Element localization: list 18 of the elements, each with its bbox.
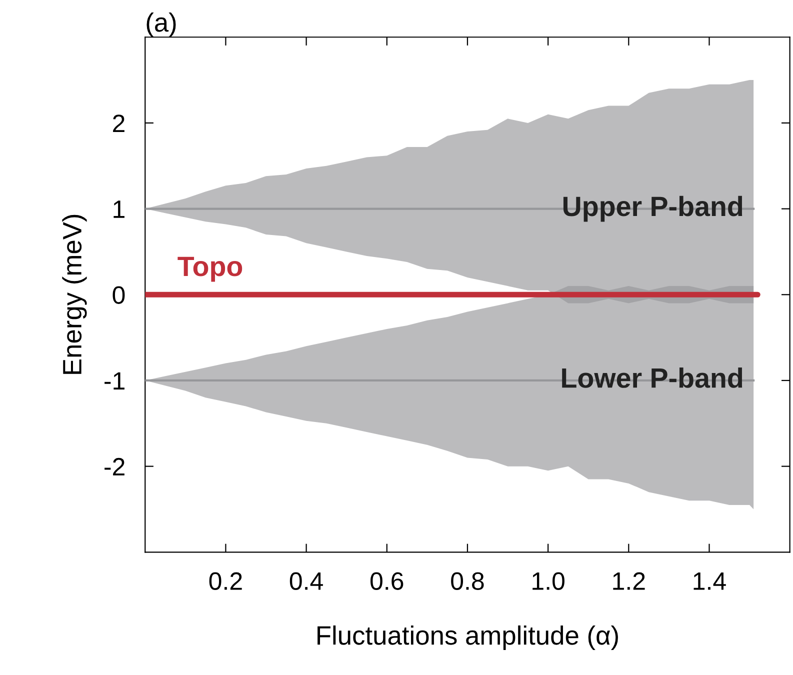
- x-tick-label: 1.2: [613, 572, 645, 590]
- y-tick-label: 2: [113, 114, 124, 132]
- x-tick-label: 1.4: [694, 572, 726, 590]
- x-tick-label: 0.2: [209, 572, 242, 590]
- y-tick-label: -1: [104, 372, 124, 390]
- y-tick-label: 1: [114, 200, 124, 218]
- y-tick-label: -2: [104, 458, 124, 476]
- x-tick-label: 0.8: [451, 572, 484, 590]
- series-label: Upper P-band: [563, 196, 742, 222]
- x-tick-label: 0.6: [370, 572, 404, 590]
- series-label: Topo: [178, 256, 242, 282]
- y-axis-title: Energy (meV): [62, 214, 87, 374]
- x-tick-label: 0.4: [290, 572, 323, 590]
- series-label: Lower P-band: [562, 368, 742, 388]
- chart-title: (a): [146, 12, 176, 38]
- y-tick-label: 0: [112, 286, 125, 304]
- x-axis-title: Fluctuations amplitude (α): [318, 625, 618, 650]
- x-tick-label: 1.0: [532, 572, 564, 590]
